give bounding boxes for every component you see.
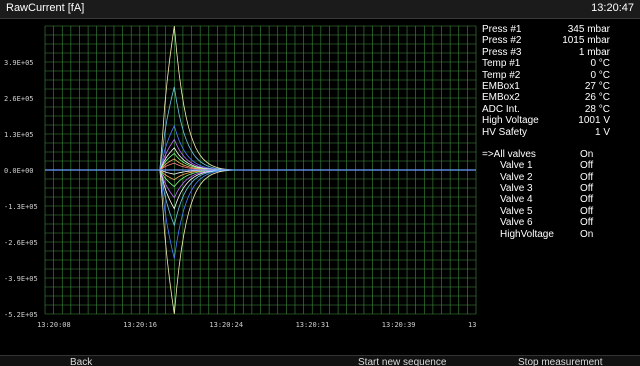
- reading-row: Press #1 345 mbar: [478, 24, 638, 35]
- reading-label: High Voltage: [482, 115, 539, 127]
- reading-row: Temp #1 0 °C: [478, 58, 638, 69]
- x-tick-label: 13:20:16: [123, 321, 157, 329]
- valve-row[interactable]: Valve 3 Off: [478, 183, 638, 194]
- valve-label: HighVoltage: [500, 228, 554, 240]
- y-tick-label: 3.9E+05: [4, 59, 34, 67]
- valve-row[interactable]: Valve 5 Off: [478, 206, 638, 217]
- title-bar: RawCurrent [fA] 13:20:47: [0, 0, 640, 19]
- x-tick-label: 13:20:24: [209, 321, 243, 329]
- valve-row[interactable]: HighVoltage On: [478, 229, 638, 240]
- start-sequence-button[interactable]: Start new sequence: [358, 357, 447, 366]
- y-tick-label: -5.2E+05: [4, 311, 38, 319]
- valve-label: Valve 6: [500, 217, 533, 229]
- reading-value: 1001 V: [578, 115, 610, 127]
- valve-value: Off: [580, 194, 594, 206]
- reading-value: 1 V: [594, 126, 610, 138]
- reading-row: ADC Int. 28 °C: [478, 104, 638, 115]
- x-tick-label: 13:20:31: [296, 321, 330, 329]
- all-valves-value: On: [580, 148, 594, 160]
- reading-value: 28 °C: [584, 103, 610, 115]
- back-button[interactable]: Back: [70, 357, 93, 366]
- reading-row: Temp #2 0 °C: [478, 70, 638, 81]
- reading-row: Press #2 1015 mbar: [478, 35, 638, 46]
- y-tick-label: 0.0E+00: [4, 167, 34, 175]
- reading-label: Press #1: [482, 24, 522, 35]
- reading-label: EMBox2: [482, 92, 520, 104]
- all-valves-row[interactable]: =>All valves On: [478, 149, 638, 160]
- y-tick-label: 2.6E+05: [4, 95, 34, 103]
- x-tick-label: 13:20:46: [468, 321, 478, 329]
- valve-label: Valve 2: [500, 171, 533, 183]
- reading-row: EMBox1 27 °C: [478, 81, 638, 92]
- reading-label: Temp #2: [482, 69, 521, 81]
- reading-row: HV Safety 1 V: [478, 127, 638, 138]
- reading-label: HV Safety: [482, 126, 528, 138]
- valve-label: Valve 5: [500, 205, 533, 217]
- x-tick-label: 13:20:08: [37, 321, 71, 329]
- reading-label: ADC Int.: [482, 103, 520, 115]
- sensor-readings: Press #1 345 mbar Press #2 1015 mbar Press #…: [478, 24, 638, 138]
- stop-measurement-button[interactable]: Stop measurement: [518, 357, 603, 366]
- valve-row[interactable]: Valve 6 Off: [478, 217, 638, 228]
- reading-value: 0 °C: [590, 69, 610, 81]
- bottom-bar: Back Start new sequence Stop measurement: [0, 355, 640, 366]
- valve-label: Valve 4: [500, 194, 533, 206]
- reading-value: 26 °C: [584, 92, 610, 104]
- reading-row: High Voltage 1001 V: [478, 115, 638, 126]
- reading-value: 27 °C: [584, 80, 610, 92]
- reading-value: 1015 mbar: [562, 35, 610, 47]
- app-title: RawCurrent [fA]: [6, 2, 85, 14]
- valve-row[interactable]: Valve 2 Off: [478, 172, 638, 183]
- reading-label: EMBox1: [482, 80, 520, 92]
- valve-value: On: [580, 228, 594, 240]
- reading-row: EMBox2 26 °C: [478, 92, 638, 103]
- valve-value: Off: [580, 160, 594, 172]
- valve-value: Off: [580, 171, 594, 183]
- clock: 13:20:47: [591, 2, 634, 14]
- y-tick-label: -3.9E+05: [4, 275, 38, 283]
- valve-label: Valve 3: [500, 183, 533, 195]
- all-valves-label: =>All valves: [482, 148, 536, 160]
- x-tick-label: 13:20:39: [382, 321, 416, 329]
- reading-row: Press #3 1 mbar: [478, 47, 638, 58]
- valve-label: Valve 1: [500, 160, 533, 172]
- reading-label: Press #2: [482, 35, 522, 47]
- valve-row[interactable]: Valve 1 Off: [478, 160, 638, 171]
- reading-value: 1 mbar: [578, 46, 610, 58]
- reading-value: 0 °C: [590, 58, 610, 70]
- y-tick-label: -1.3E+05: [4, 203, 38, 211]
- reading-value: 345 mbar: [567, 24, 610, 35]
- valve-list: Valve 1 Off Valve 2 Off Valve 3 Off Valve 4 Off…: [478, 160, 638, 240]
- reading-label: Temp #1: [482, 58, 521, 70]
- y-tick-label: -2.6E+05: [4, 239, 38, 247]
- valve-value: Off: [580, 217, 594, 229]
- valve-row[interactable]: Valve 4 Off: [478, 194, 638, 205]
- valve-value: Off: [580, 183, 594, 195]
- valve-value: Off: [580, 205, 594, 217]
- current-chart: 3.9E+05 2.6E+05 1.3E+05 0.0E+00 -1.3E+05 -2.6…: [4, 25, 478, 329]
- status-panel: Press #1 345 mbar Press #2 1015 mbar Press #…: [478, 24, 638, 240]
- y-tick-label: 1.3E+05: [4, 131, 34, 139]
- reading-label: Press #3: [482, 46, 522, 58]
